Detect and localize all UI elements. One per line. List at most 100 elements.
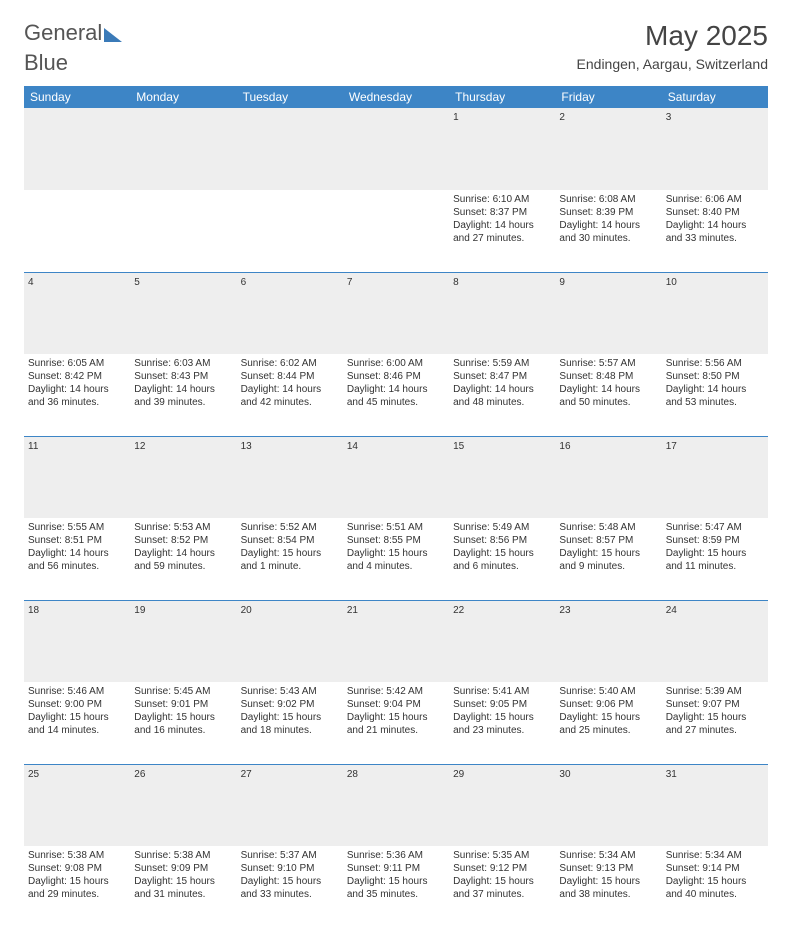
daylight-text-1: Daylight: 14 hours [666,219,764,232]
daylight-text-1: Daylight: 15 hours [241,711,339,724]
sunset-text: Sunset: 8:57 PM [559,534,657,547]
daylight-text-1: Daylight: 15 hours [453,547,551,560]
sunset-text: Sunset: 9:08 PM [28,862,126,875]
title-block: May 2025 Endingen, Aargau, Switzerland [577,20,768,72]
sunset-text: Sunset: 8:40 PM [666,206,764,219]
day-cell: Sunrise: 5:46 AMSunset: 9:00 PMDaylight:… [24,682,130,764]
daylight-text-2: and 36 minutes. [28,396,126,409]
day-cell: Sunrise: 5:35 AMSunset: 9:12 PMDaylight:… [449,846,555,928]
day-cell: Sunrise: 5:42 AMSunset: 9:04 PMDaylight:… [343,682,449,764]
sunrise-text: Sunrise: 5:40 AM [559,685,657,698]
sunrise-text: Sunrise: 5:43 AM [241,685,339,698]
daynum-row: 123 [24,108,768,190]
month-title: May 2025 [577,20,768,52]
day-number-cell: 10 [662,272,768,354]
day-number-cell: 30 [555,764,661,846]
sunset-text: Sunset: 8:51 PM [28,534,126,547]
week-row: Sunrise: 5:46 AMSunset: 9:00 PMDaylight:… [24,682,768,764]
daynum-row: 25262728293031 [24,764,768,846]
day-cell: Sunrise: 5:45 AMSunset: 9:01 PMDaylight:… [130,682,236,764]
daylight-text-2: and 39 minutes. [134,396,232,409]
daylight-text-2: and 42 minutes. [241,396,339,409]
day-cell: Sunrise: 5:57 AMSunset: 8:48 PMDaylight:… [555,354,661,436]
sunset-text: Sunset: 9:06 PM [559,698,657,711]
sunrise-text: Sunrise: 5:55 AM [28,521,126,534]
day-number-cell: 12 [130,436,236,518]
sunrise-text: Sunrise: 6:02 AM [241,357,339,370]
daylight-text-1: Daylight: 14 hours [347,383,445,396]
day-number-cell: 3 [662,108,768,190]
daylight-text-2: and 56 minutes. [28,560,126,573]
daylight-text-2: and 11 minutes. [666,560,764,573]
sunrise-text: Sunrise: 5:34 AM [666,849,764,862]
sunset-text: Sunset: 8:47 PM [453,370,551,383]
weekday-header-row: Sunday Monday Tuesday Wednesday Thursday… [24,86,768,108]
daylight-text-2: and 18 minutes. [241,724,339,737]
day-cell: Sunrise: 6:06 AMSunset: 8:40 PMDaylight:… [662,190,768,272]
sunrise-text: Sunrise: 5:56 AM [666,357,764,370]
day-cell: Sunrise: 5:38 AMSunset: 9:08 PMDaylight:… [24,846,130,928]
daylight-text-2: and 31 minutes. [134,888,232,901]
day-cell: Sunrise: 5:38 AMSunset: 9:09 PMDaylight:… [130,846,236,928]
daylight-text-1: Daylight: 15 hours [347,711,445,724]
day-cell: Sunrise: 5:36 AMSunset: 9:11 PMDaylight:… [343,846,449,928]
day-number-cell: 26 [130,764,236,846]
day-cell: Sunrise: 5:55 AMSunset: 8:51 PMDaylight:… [24,518,130,600]
daylight-text-1: Daylight: 14 hours [453,383,551,396]
sunrise-text: Sunrise: 6:08 AM [559,193,657,206]
day-number-cell: 11 [24,436,130,518]
day-cell: Sunrise: 5:47 AMSunset: 8:59 PMDaylight:… [662,518,768,600]
sunrise-text: Sunrise: 5:36 AM [347,849,445,862]
day-number-cell [343,108,449,190]
day-number-cell: 21 [343,600,449,682]
daylight-text-1: Daylight: 14 hours [453,219,551,232]
daylight-text-1: Daylight: 14 hours [559,383,657,396]
sunrise-text: Sunrise: 5:41 AM [453,685,551,698]
sunrise-text: Sunrise: 5:49 AM [453,521,551,534]
sunrise-text: Sunrise: 5:46 AM [28,685,126,698]
day-number-cell: 9 [555,272,661,354]
sunrise-text: Sunrise: 6:03 AM [134,357,232,370]
weekday-header: Friday [555,86,661,108]
day-cell: Sunrise: 5:40 AMSunset: 9:06 PMDaylight:… [555,682,661,764]
sunrise-text: Sunrise: 6:00 AM [347,357,445,370]
day-cell: Sunrise: 6:05 AMSunset: 8:42 PMDaylight:… [24,354,130,436]
day-number-cell: 6 [237,272,343,354]
sunset-text: Sunset: 9:05 PM [453,698,551,711]
day-cell: Sunrise: 5:39 AMSunset: 9:07 PMDaylight:… [662,682,768,764]
daylight-text-2: and 45 minutes. [347,396,445,409]
sunset-text: Sunset: 9:09 PM [134,862,232,875]
daylight-text-2: and 37 minutes. [453,888,551,901]
sunrise-text: Sunrise: 5:35 AM [453,849,551,862]
sunset-text: Sunset: 9:01 PM [134,698,232,711]
day-cell [343,190,449,272]
daylight-text-2: and 14 minutes. [28,724,126,737]
daylight-text-1: Daylight: 15 hours [134,711,232,724]
daylight-text-1: Daylight: 14 hours [28,547,126,560]
day-number-cell: 8 [449,272,555,354]
sunset-text: Sunset: 9:12 PM [453,862,551,875]
daylight-text-1: Daylight: 14 hours [666,383,764,396]
daylight-text-1: Daylight: 15 hours [347,875,445,888]
day-cell: Sunrise: 5:34 AMSunset: 9:13 PMDaylight:… [555,846,661,928]
daylight-text-2: and 9 minutes. [559,560,657,573]
sunrise-text: Sunrise: 5:52 AM [241,521,339,534]
sunset-text: Sunset: 8:50 PM [666,370,764,383]
sunrise-text: Sunrise: 6:05 AM [28,357,126,370]
day-number-cell: 1 [449,108,555,190]
day-number-cell: 2 [555,108,661,190]
daylight-text-2: and 33 minutes. [666,232,764,245]
location-text: Endingen, Aargau, Switzerland [577,56,768,72]
daylight-text-2: and 33 minutes. [241,888,339,901]
sunrise-text: Sunrise: 5:57 AM [559,357,657,370]
daylight-text-1: Daylight: 14 hours [559,219,657,232]
daynum-row: 45678910 [24,272,768,354]
day-number-cell: 20 [237,600,343,682]
sunset-text: Sunset: 9:11 PM [347,862,445,875]
day-cell [24,190,130,272]
day-number-cell: 5 [130,272,236,354]
day-number-cell: 18 [24,600,130,682]
day-number-cell [130,108,236,190]
daylight-text-2: and 38 minutes. [559,888,657,901]
calendar-table: Sunday Monday Tuesday Wednesday Thursday… [24,86,768,928]
